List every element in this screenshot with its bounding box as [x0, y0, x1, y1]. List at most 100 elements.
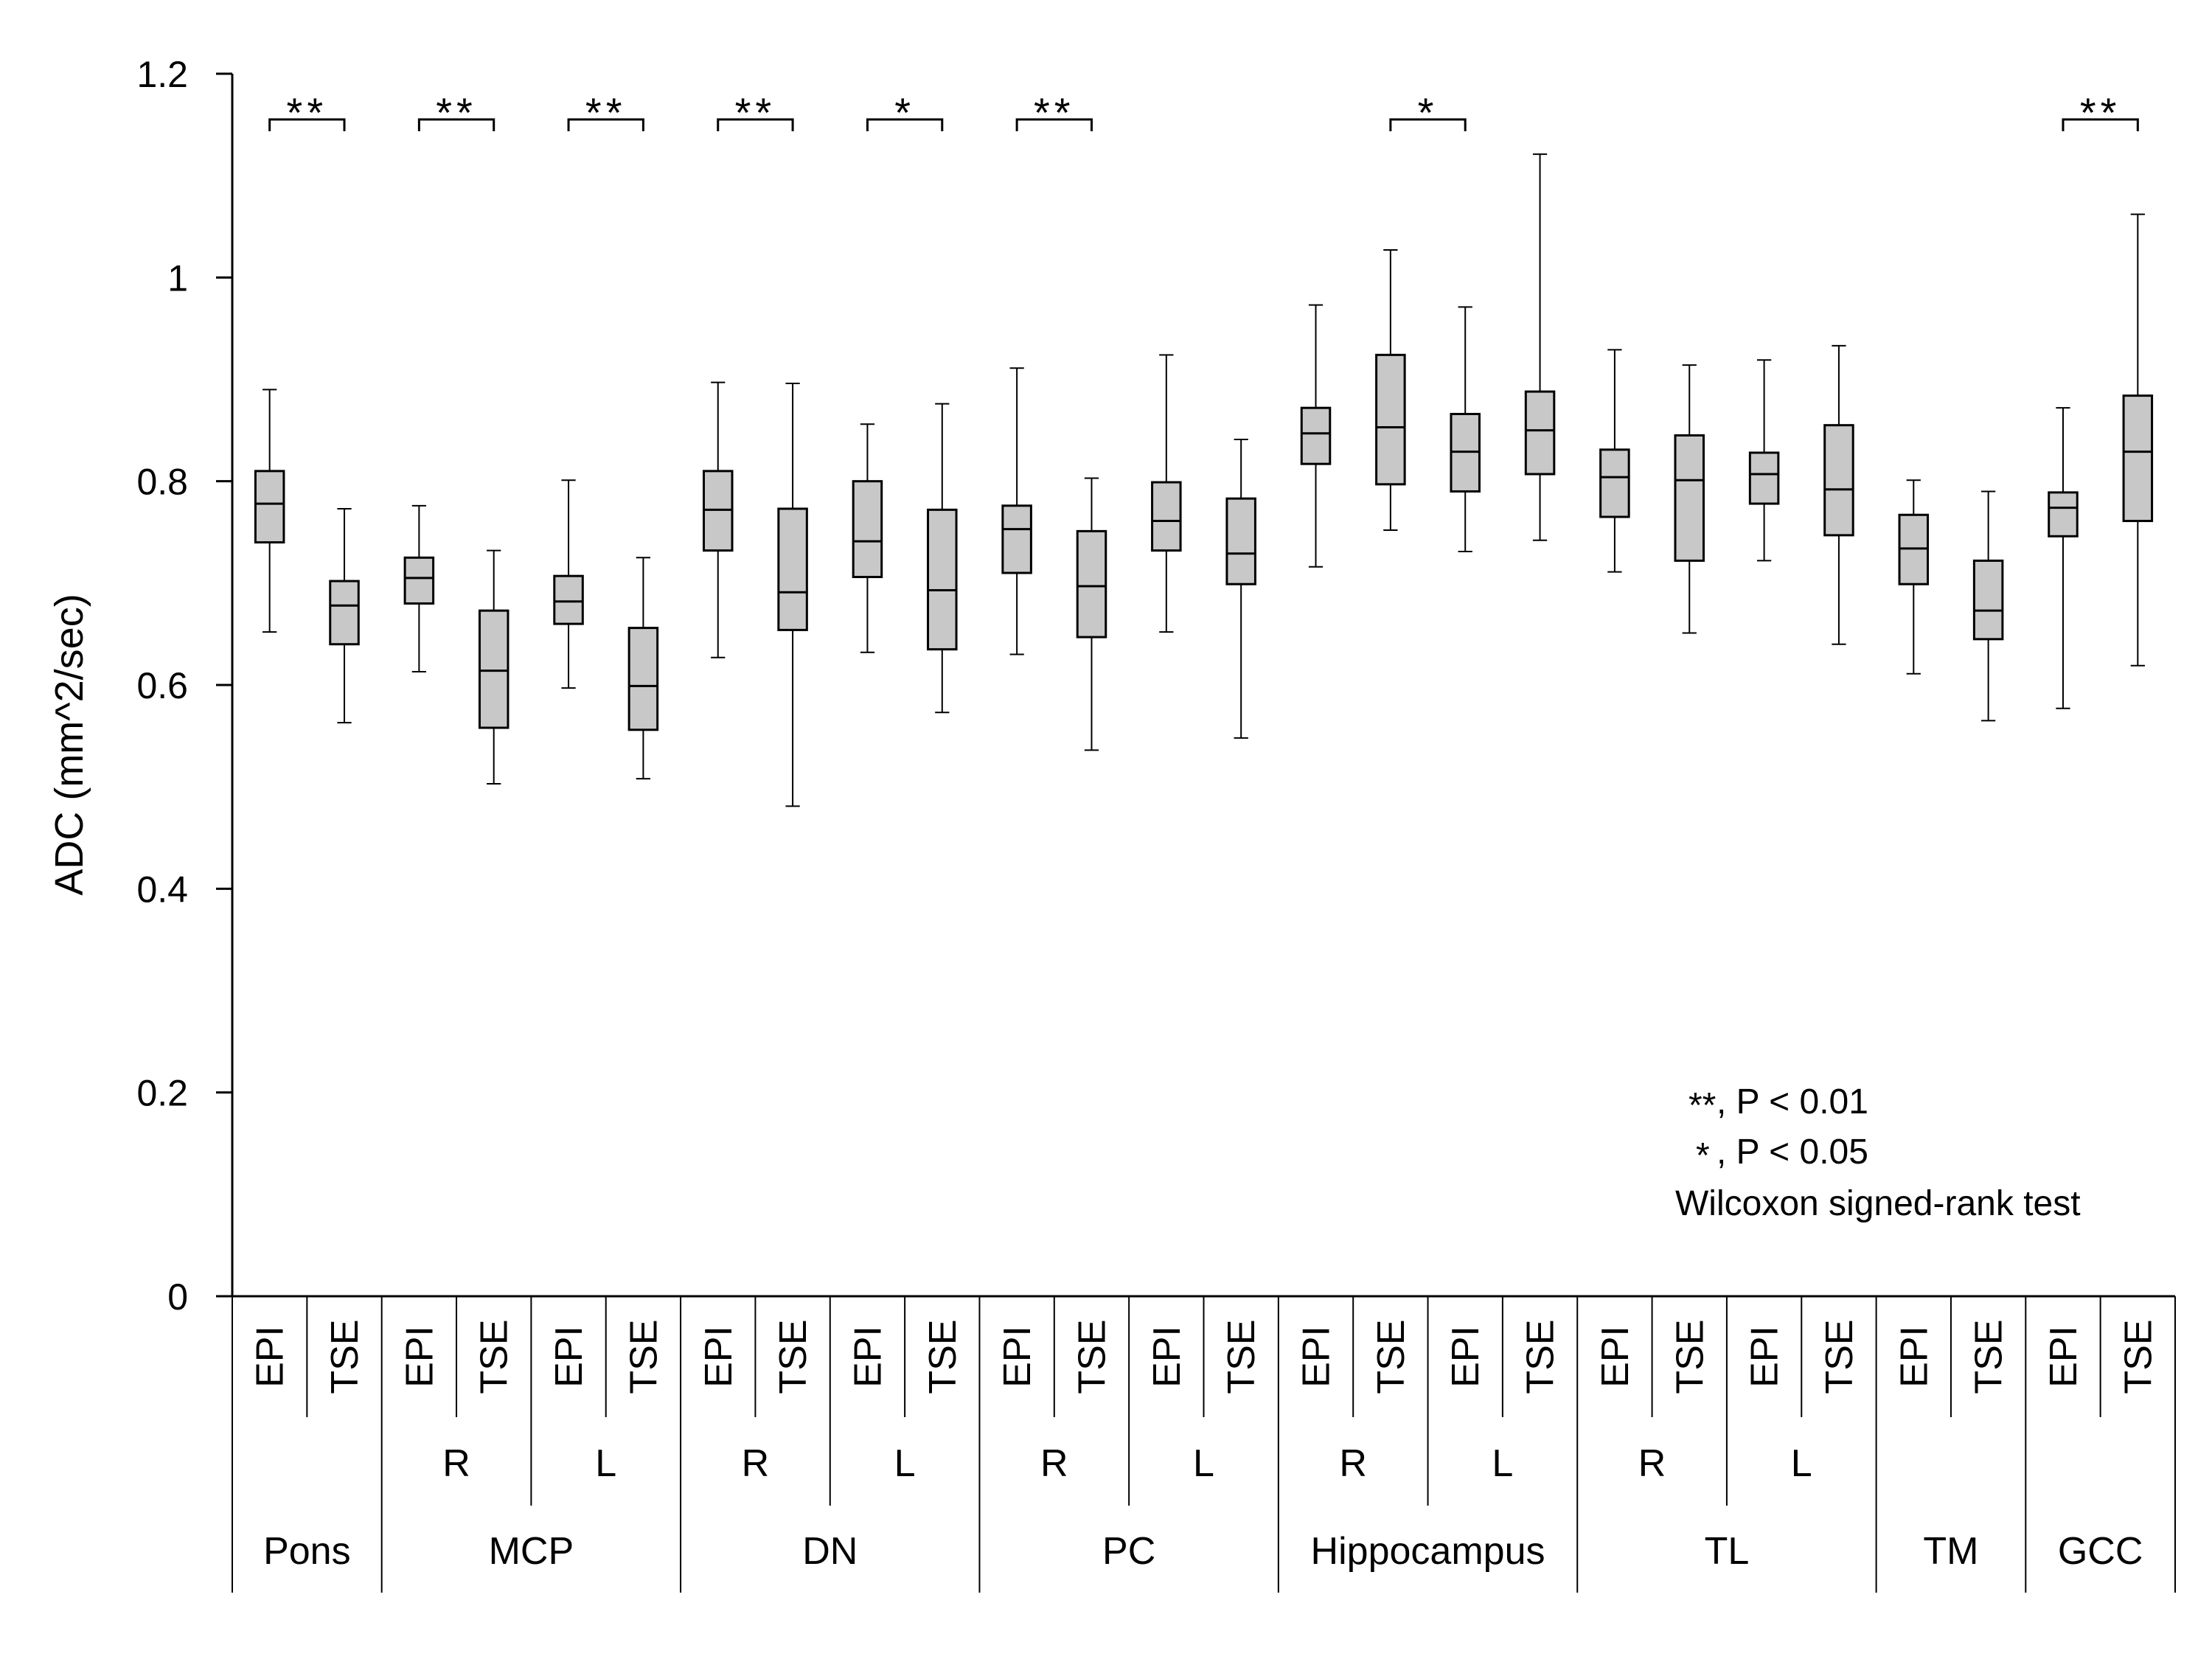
box-9 [852, 423, 883, 653]
category-label: EPI [398, 1326, 441, 1388]
significance-stars: ** [1034, 89, 1075, 136]
iqr-box [627, 627, 659, 731]
y-tick-label: 0.2 [136, 1073, 188, 1114]
iqr-box [927, 508, 958, 651]
iqr-box [1375, 353, 1406, 486]
y-tick-label: 0.8 [136, 462, 188, 503]
iqr-box [329, 580, 360, 646]
box-23 [1898, 479, 1930, 675]
category-label: TSE [2117, 1319, 2160, 1394]
iqr-box [1076, 529, 1107, 639]
bracket-line [717, 118, 794, 131]
bracket-line [417, 118, 495, 131]
significance-bracket: * [866, 89, 944, 136]
category-label: EPI [698, 1326, 740, 1388]
box-7 [702, 381, 734, 658]
iqr-box [1001, 504, 1032, 574]
bracket-line [1389, 118, 1467, 131]
category-label: EPI [249, 1326, 292, 1388]
iqr-box [1151, 481, 1182, 552]
iqr-box [1748, 451, 1780, 505]
significance-brackets: ** ** ** ** * ** * ** [268, 89, 2139, 136]
category-label: EPI [548, 1326, 591, 1388]
region-label: DN [802, 1530, 858, 1573]
iqr-box [1225, 497, 1256, 585]
box-17 [1450, 306, 1481, 553]
side-label: L [894, 1442, 916, 1485]
iqr-box [1823, 424, 1854, 537]
iqr-box [2048, 491, 2079, 538]
box-2 [329, 507, 360, 724]
iqr-box [777, 507, 808, 631]
legend-stars-double: ** [1688, 1086, 1716, 1125]
y-tick-label: 0 [167, 1276, 188, 1318]
significance-stars: ** [735, 89, 776, 136]
box-13 [1151, 354, 1182, 633]
region-label: TL [1705, 1530, 1750, 1573]
category-label: TSE [1370, 1319, 1413, 1394]
iqr-box [1300, 406, 1332, 465]
y-tick-label: 0.4 [136, 869, 188, 910]
category-label: TSE [1520, 1319, 1562, 1394]
box-25 [2048, 407, 2079, 709]
box-20 [1674, 364, 1705, 634]
legend-p001: , P < 0.01 [1717, 1082, 1868, 1121]
box-8 [777, 383, 808, 807]
box-16 [1375, 249, 1406, 531]
box-11 [1001, 367, 1032, 655]
region-label: TM [1923, 1530, 1978, 1573]
y-tick-label: 1 [167, 257, 188, 299]
iqr-box [403, 556, 435, 605]
category-label: TSE [1071, 1319, 1113, 1394]
box-14 [1225, 439, 1256, 739]
category-label: EPI [1744, 1326, 1787, 1388]
side-label: R [1040, 1442, 1068, 1485]
category-label: TSE [1818, 1319, 1861, 1394]
significance-bracket: ** [567, 89, 644, 136]
box-15 [1300, 304, 1332, 568]
category-label: TSE [772, 1319, 815, 1394]
box-10 [927, 403, 958, 714]
iqr-box [2122, 394, 2154, 523]
region-label: GCC [2058, 1530, 2143, 1573]
category-label: TSE [622, 1319, 665, 1394]
significance-bracket: ** [717, 89, 794, 136]
box-4 [478, 549, 509, 785]
category-label: TSE [922, 1319, 964, 1394]
side-label: L [1193, 1442, 1214, 1485]
category-label: EPI [1594, 1326, 1637, 1388]
significance-bracket: ** [2062, 89, 2139, 136]
category-label: EPI [1444, 1326, 1487, 1388]
significance-stars: ** [436, 89, 477, 136]
significance-bracket: ** [417, 89, 495, 136]
legend-test-name: Wilcoxon signed-rank test [1675, 1184, 2081, 1223]
iqr-box [852, 480, 883, 579]
category-label: EPI [2042, 1326, 2085, 1388]
y-tick-label: 0.6 [136, 665, 188, 706]
category-label: EPI [1893, 1326, 1935, 1388]
significance-bracket: * [1389, 89, 1467, 136]
side-label: R [442, 1442, 470, 1485]
box-21 [1748, 359, 1780, 562]
bracket-line [866, 118, 944, 131]
side-label: L [1492, 1442, 1513, 1485]
significance-stars: ** [2080, 89, 2121, 136]
category-label: EPI [846, 1326, 889, 1388]
iqr-box [254, 470, 285, 544]
y-axis-label: ADC (mm^2/sec) [47, 594, 91, 895]
bracket-line [1015, 118, 1093, 131]
side-label: R [742, 1442, 770, 1485]
bracket-line [2062, 118, 2139, 131]
box-24 [1972, 490, 2004, 722]
legend-p005: , P < 0.05 [1717, 1133, 1868, 1172]
box-3 [403, 504, 435, 673]
significance-bracket: ** [1015, 89, 1093, 136]
iqr-box [553, 574, 584, 625]
side-label: R [1339, 1442, 1367, 1485]
category-label: EPI [996, 1326, 1039, 1388]
significance-stars: ** [287, 89, 328, 136]
box-1 [254, 389, 285, 633]
category-label: EPI [1295, 1326, 1338, 1388]
category-axis: EPI TSE EPI TSE EPI TSE EPI TSE EPI TSE EPI TSE EPI T… [232, 1295, 2176, 1593]
